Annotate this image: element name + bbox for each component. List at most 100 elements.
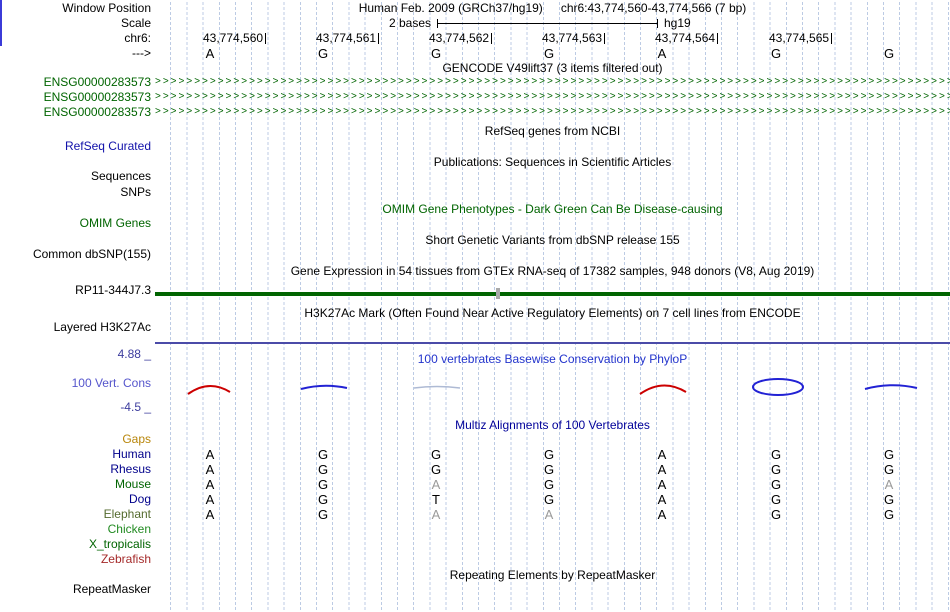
- alignment-base: G: [543, 447, 555, 462]
- alignment-base: A: [657, 462, 667, 477]
- omim-genes-label[interactable]: OMIM Genes: [79, 216, 151, 230]
- gencode-transcript-arrows[interactable]: >>>>>>>>>>>>>>>>>>>>>>>>>>>>>>>>>>>>>>>>…: [155, 76, 950, 87]
- ruler-position: 43,774,561: [316, 31, 380, 45]
- species-label-dog[interactable]: Dog: [128, 492, 151, 506]
- alignment-base: G: [317, 507, 329, 522]
- gencode-transcript-arrows[interactable]: >>>>>>>>>>>>>>>>>>>>>>>>>>>>>>>>>>>>>>>>…: [155, 106, 950, 117]
- ruler-tick: [717, 33, 719, 44]
- ruler-position-text: 43,774,563: [542, 31, 603, 45]
- gencode-item-label[interactable]: ENSG00000283573: [43, 105, 151, 119]
- gtex-position-marker: [496, 288, 500, 299]
- alignment-base: G: [883, 507, 895, 522]
- window-position-label: Window Position: [62, 1, 151, 15]
- ruler-tick: [604, 33, 606, 44]
- alignment-base: G: [883, 462, 895, 477]
- assembly-title: Human Feb. 2009 (GRCh37/hg19): [358, 1, 543, 15]
- phylop-track-graphic[interactable]: [0, 374, 950, 404]
- ruler-tick: [265, 33, 267, 44]
- alignment-base: A: [657, 477, 667, 492]
- position-range: chr6:43,774,560-43,774,566 (7 bp): [560, 1, 747, 15]
- alignment-base: G: [770, 492, 782, 507]
- alignment-base: G: [317, 477, 329, 492]
- alignment-base: G: [883, 492, 895, 507]
- alignment-base: A: [205, 447, 215, 462]
- phylop-loop-positive: [752, 378, 804, 396]
- gencode-item-label[interactable]: ENSG00000283573: [43, 75, 151, 89]
- left-edge-border: [0, 0, 2, 46]
- sequences-label[interactable]: Sequences: [90, 169, 151, 183]
- refseq-curated-label[interactable]: RefSeq Curated: [64, 139, 151, 153]
- h3k27ac-signal-baseline[interactable]: [155, 342, 950, 344]
- alignment-base: G: [770, 477, 782, 492]
- reference-base: G: [430, 46, 442, 61]
- alignment-base: A: [431, 477, 441, 492]
- alignment-base: A: [657, 507, 667, 522]
- ruler-position: 43,774,562: [429, 31, 493, 45]
- scale-bases-text: 2 bases: [388, 16, 431, 30]
- alignment-base: G: [430, 447, 442, 462]
- alignment-base: A: [205, 492, 215, 507]
- alignment-base: G: [317, 462, 329, 477]
- repeatmasker-track-title: Repeating Elements by RepeatMasker: [449, 568, 656, 582]
- alignment-base: G: [430, 462, 442, 477]
- gtex-track-title: Gene Expression in 54 tissues from GTEx …: [290, 264, 815, 278]
- alignment-base: A: [431, 507, 441, 522]
- gaps-row-label[interactable]: Gaps: [122, 432, 151, 446]
- gencode-item-label[interactable]: ENSG00000283573: [43, 90, 151, 104]
- reference-base: G: [770, 46, 782, 61]
- ruler-position: 43,774,560: [203, 31, 267, 45]
- common-dbsnp-label[interactable]: Common dbSNP(155): [32, 247, 151, 261]
- ruler-position: 43,774,564: [655, 31, 719, 45]
- multiz-track-title: Multiz Alignments of 100 Vertebrates: [455, 418, 650, 432]
- gencode-transcript-arrows[interactable]: >>>>>>>>>>>>>>>>>>>>>>>>>>>>>>>>>>>>>>>>…: [155, 91, 950, 102]
- ruler-tick: [378, 33, 380, 44]
- header: Human Feb. 2009 (GRCh37/hg19) chr6:43,77…: [155, 1, 950, 15]
- ruler-position: 43,774,563: [542, 31, 606, 45]
- species-label-human[interactable]: Human: [112, 447, 151, 461]
- base-position-gridlines: [155, 0, 950, 612]
- strand-arrow-label: --->: [132, 46, 151, 60]
- species-label-x-tropicalis[interactable]: X_tropicalis: [88, 537, 151, 551]
- species-label-chicken[interactable]: Chicken: [107, 522, 151, 536]
- gtex-gene-bar[interactable]: [155, 292, 950, 296]
- ruler-position: 43,774,565: [769, 31, 833, 45]
- ruler-tick: [831, 33, 833, 44]
- alignment-base: G: [317, 447, 329, 462]
- species-label-mouse[interactable]: Mouse: [114, 477, 151, 491]
- alignment-base: G: [770, 447, 782, 462]
- alignment-base: G: [883, 447, 895, 462]
- alignment-base: G: [543, 492, 555, 507]
- reference-base: G: [883, 46, 895, 61]
- reference-base: G: [543, 46, 555, 61]
- snps-label[interactable]: SNPs: [120, 185, 151, 199]
- ruler-position-text: 43,774,561: [316, 31, 377, 45]
- ruler-position-text: 43,774,560: [203, 31, 264, 45]
- scale-bar-line: [437, 19, 658, 28]
- alignment-base: T: [432, 492, 440, 507]
- repeatmasker-label[interactable]: RepeatMasker: [72, 582, 151, 596]
- gencode-track-title: GENCODE V49lift37 (3 items filtered out): [442, 61, 663, 75]
- ruler-position-text: 43,774,564: [655, 31, 716, 45]
- alignment-base: G: [543, 477, 555, 492]
- alignment-base: A: [205, 507, 215, 522]
- scale-assembly-text: hg19: [664, 16, 691, 30]
- species-label-rhesus[interactable]: Rhesus: [110, 462, 151, 476]
- alignment-base: G: [770, 462, 782, 477]
- layered-h3k27ac-label[interactable]: Layered H3K27Ac: [53, 320, 151, 334]
- alignment-base: A: [884, 477, 894, 492]
- cons-track-label[interactable]: 100 Vert. Cons: [71, 376, 151, 390]
- gtex-gene-label[interactable]: RP11-344J7.3: [75, 283, 151, 297]
- publications-track-title: Publications: Sequences in Scientific Ar…: [433, 155, 672, 169]
- species-label-zebrafish[interactable]: Zebrafish: [100, 552, 151, 566]
- phylop-arc-positive: [300, 384, 348, 390]
- alignment-base: A: [657, 447, 667, 462]
- refseq-track-title: RefSeq genes from NCBI: [484, 124, 621, 138]
- phylop-arc-positive: [864, 384, 918, 390]
- h3k27ac-track-title: H3K27Ac Mark (Often Found Near Active Re…: [304, 306, 801, 320]
- species-label-elephant[interactable]: Elephant: [103, 507, 151, 521]
- dbsnp-track-title: Short Genetic Variants from dbSNP releas…: [425, 233, 680, 247]
- ruler-position-text: 43,774,562: [429, 31, 490, 45]
- phylop-max-label: 4.88 _: [117, 347, 151, 361]
- reference-base: A: [657, 46, 667, 61]
